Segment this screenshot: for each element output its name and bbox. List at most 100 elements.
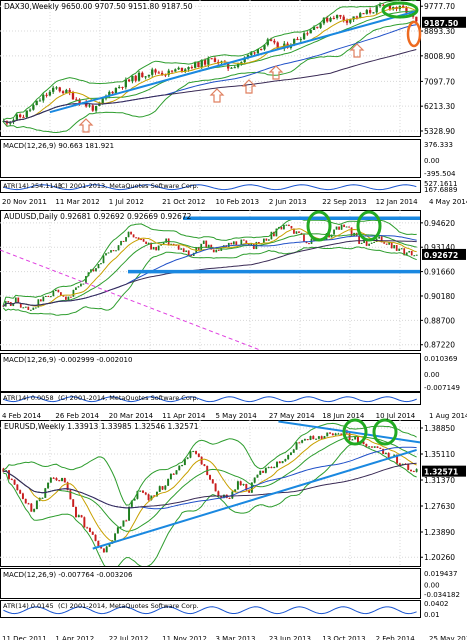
y-tick-label: 8008.90 [424, 52, 455, 61]
candle-body [7, 301, 10, 303]
candle-body [139, 490, 142, 492]
candle-body [373, 242, 376, 244]
candle-body [94, 534, 97, 541]
x-tick-label: 11 Dec 2011 [2, 635, 47, 640]
candle-body [264, 467, 267, 473]
candle-body [303, 234, 305, 242]
candle-body [61, 91, 65, 94]
candle-body [246, 55, 250, 58]
candle-body [178, 465, 181, 471]
candle-body [94, 106, 98, 111]
macd-pane-frame [0, 568, 421, 599]
candle-body [37, 299, 40, 308]
candle-body [384, 453, 387, 455]
candle-body [305, 241, 308, 244]
candle-body [412, 471, 415, 473]
candle-body [100, 263, 102, 265]
moving-average-slow-line [3, 462, 417, 509]
candle-body [164, 485, 167, 490]
candle-body [368, 10, 372, 13]
candle-body [27, 503, 30, 505]
candle-body [217, 491, 220, 496]
double-top-ellipse-left [342, 418, 368, 446]
moving-average-slow-line [3, 49, 417, 123]
candle-body [62, 295, 65, 297]
current-price-box [422, 16, 466, 28]
candle-body [98, 103, 101, 107]
candle-body [269, 39, 273, 41]
x-tick-label: 4 May 2014 [429, 198, 467, 206]
candle-body [183, 458, 186, 466]
candle-body [309, 436, 312, 440]
candle-body [280, 227, 283, 230]
up-arrow-icon [209, 88, 225, 103]
candle-body [142, 239, 145, 242]
candle-body [185, 250, 188, 252]
chart-marks-layer [0, 0, 422, 615]
candle-body [19, 490, 22, 494]
candle-body [239, 481, 242, 486]
candle-body [41, 497, 44, 499]
double-top-ellipse-right [356, 210, 382, 242]
candle-body [80, 283, 82, 287]
candle-body [44, 488, 47, 498]
candle-body [200, 59, 203, 68]
candle-body [9, 121, 12, 124]
double-top-ellipse-right [372, 418, 398, 446]
candle-body [67, 296, 70, 300]
candle-body [200, 243, 203, 250]
current-price-label: 0.92672 [424, 251, 458, 260]
candle-body [214, 483, 217, 492]
candle-body [245, 484, 248, 491]
candle-body [383, 242, 386, 244]
candle-body [273, 467, 276, 469]
candle-body [105, 546, 108, 553]
candle-body [415, 16, 418, 22]
candle-body [175, 470, 178, 475]
candle-body [19, 114, 22, 117]
candle-body [187, 250, 190, 256]
bollinger-lower-line [3, 20, 417, 134]
candle-body [359, 13, 362, 18]
candle-body [234, 489, 237, 492]
annotations-group [78, 1, 422, 446]
candle-body [395, 245, 398, 251]
candle-body [150, 242, 152, 250]
candle-body [170, 70, 174, 72]
candle-body [65, 89, 68, 94]
candle-body [372, 12, 375, 14]
candle-body [405, 8, 408, 13]
candle-body [38, 100, 42, 102]
candle-body [257, 242, 260, 244]
candle-body [340, 224, 343, 230]
x-tick-label: 11 Nov 2012 [162, 635, 207, 640]
candle-body [287, 454, 290, 460]
bollinger-upper-line [2, 218, 417, 306]
candle-body [49, 296, 52, 298]
candle-body [127, 231, 130, 238]
candles-group [0, 216, 420, 350]
copyright-text: (C) 2001-2014, MetaQuotes Software Corp. [58, 394, 199, 402]
y-tick-label: 0.90180 [424, 292, 455, 301]
candle-body [154, 69, 157, 73]
atr-label: ATR(14) 0.0145 [3, 602, 54, 610]
candle-body [293, 228, 295, 234]
candle-body [95, 268, 97, 272]
candle-body [256, 49, 260, 54]
y-tick-label: 1.27630 [424, 502, 455, 511]
macd-tick-label: -0.007149 [424, 384, 460, 392]
candle-body [253, 477, 256, 483]
atr-tick-label: 527.1611 [424, 180, 457, 188]
candle-body [52, 291, 55, 297]
candle-body [245, 240, 248, 244]
y-tick-label: 1.31370 [424, 476, 455, 485]
candle-body [284, 459, 287, 462]
bollinger-upper-line [3, 0, 417, 121]
candle-body [398, 248, 401, 251]
candle-body [69, 490, 72, 500]
candle-body [155, 491, 158, 497]
candle-body [396, 454, 399, 464]
y-tick-label: 1.20260 [424, 553, 455, 562]
candle-body [158, 486, 161, 492]
moving-average-fast-line [3, 6, 417, 123]
